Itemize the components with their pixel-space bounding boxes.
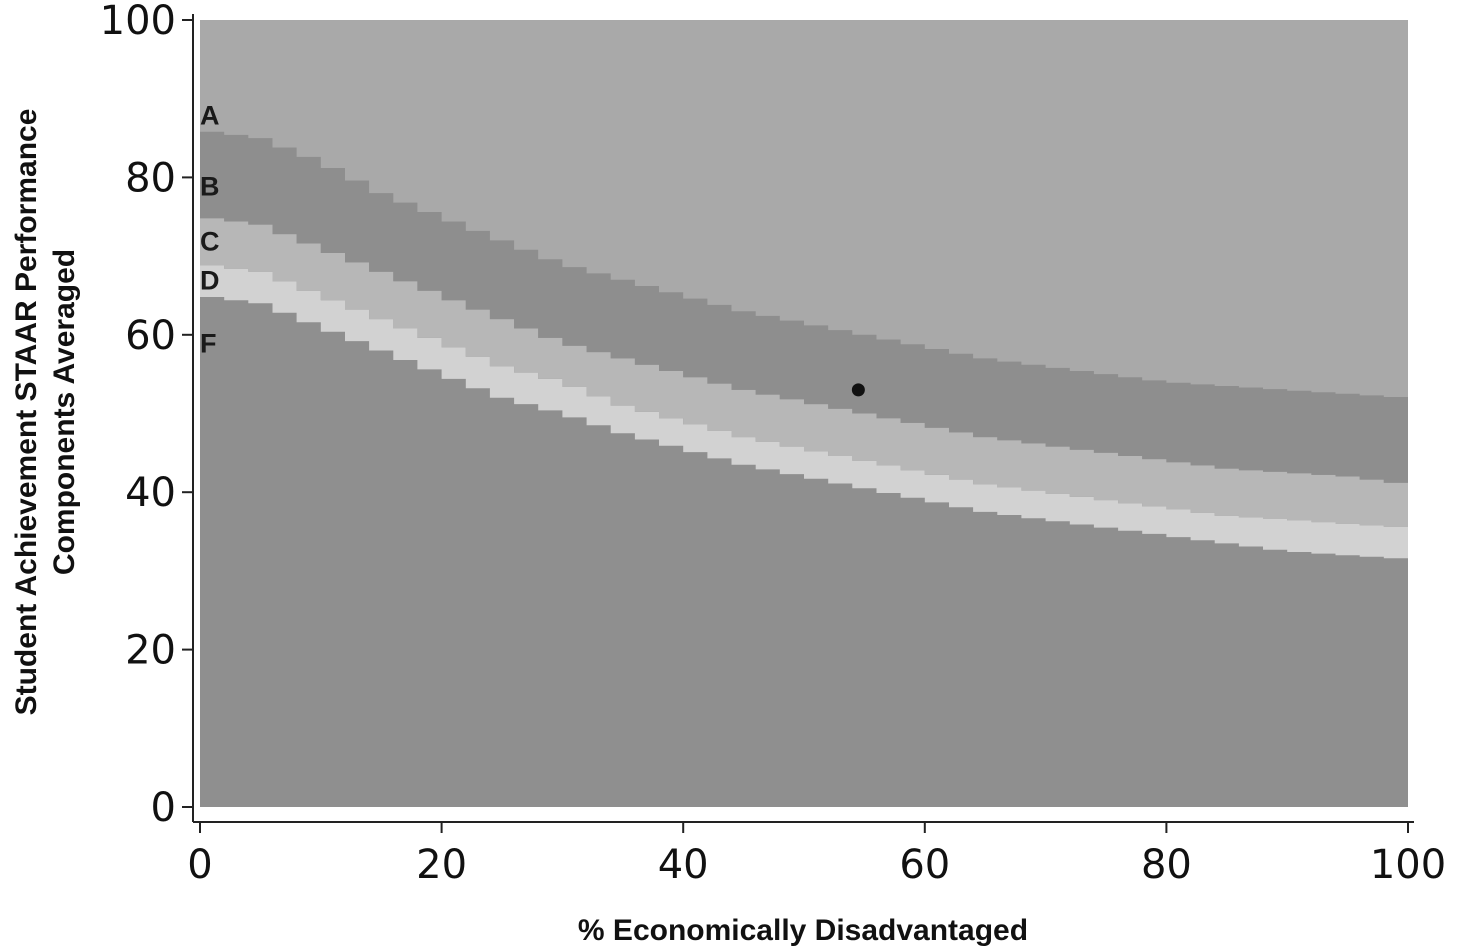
y-tick-label-0: 0	[151, 785, 176, 831]
band-a	[200, 20, 1408, 397]
x-tick-label-40: 40	[658, 842, 709, 888]
band-b	[200, 131, 1408, 483]
band-label-a: A	[200, 100, 220, 130]
data-point-marker	[851, 383, 865, 397]
y-tick-label-20: 20	[125, 628, 176, 674]
band-label-d: D	[200, 266, 220, 296]
y-tick-label-60: 60	[125, 313, 176, 359]
y-tick-label-40: 40	[125, 470, 176, 516]
y-axis-title-line-2: Components Averaged	[48, 249, 81, 575]
x-tick-label-100: 100	[1370, 842, 1446, 888]
x-axis-title: % Economically Disadvantaged	[578, 914, 1028, 947]
x-tick-label-20: 20	[416, 842, 467, 888]
band-label-f: F	[200, 329, 217, 359]
y-axis-title-line-1: Student Achievement STAAR Performance	[10, 109, 43, 716]
band-label-c: C	[200, 226, 220, 256]
x-tick-label-80: 80	[1141, 842, 1192, 888]
x-tick-label-60: 60	[899, 842, 950, 888]
band-label-b: B	[200, 171, 220, 201]
y-tick-label-100: 100	[100, 0, 176, 44]
band-labels: A BCD F	[200, 100, 220, 358]
axes: 0 20 40 60 80 100 0 20 40 60 80 100	[100, 0, 1447, 888]
grade-bands	[200, 20, 1408, 807]
y-tick-label-80: 80	[125, 155, 176, 201]
x-tick-label-0: 0	[187, 842, 212, 888]
marker-layer	[851, 383, 865, 397]
